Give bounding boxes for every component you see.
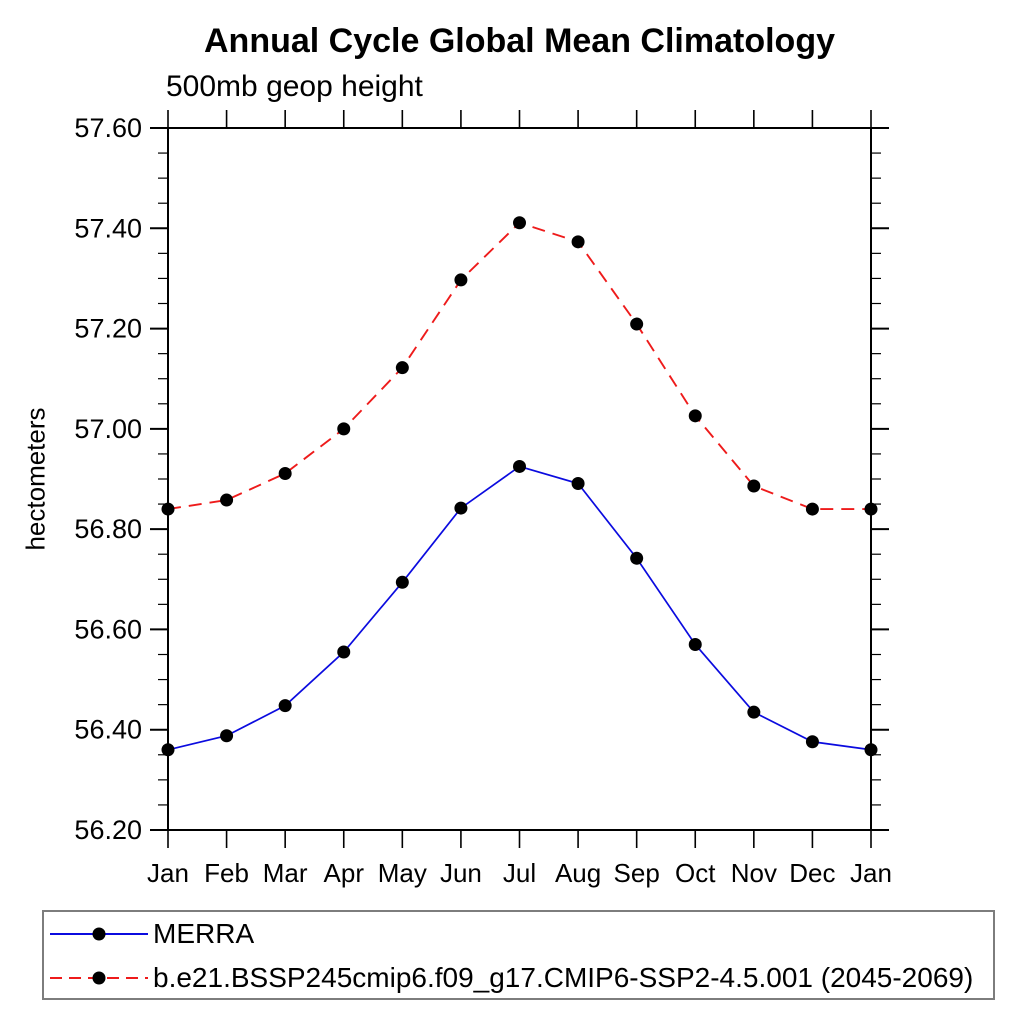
y-tick-label: 57.00 — [74, 414, 142, 444]
data-point-s1 — [454, 273, 468, 287]
y-tick-label: 56.60 — [74, 614, 142, 644]
y-axis-title: hectometers — [20, 407, 51, 551]
x-tick-label: Dec — [789, 858, 835, 888]
legend-line-sample-merra — [50, 927, 148, 941]
legend-marker-icon — [92, 971, 106, 985]
x-tick-label: Apr — [324, 858, 365, 888]
data-point-s0 — [513, 459, 526, 473]
data-point-s1 — [630, 317, 644, 331]
x-tick-label: Feb — [204, 858, 249, 888]
data-point-s0 — [278, 699, 292, 713]
data-point-s1 — [864, 502, 878, 516]
series-line-0 — [167, 465, 872, 751]
data-point-s1 — [395, 361, 409, 375]
y-tick-label: 56.40 — [74, 715, 142, 745]
data-point-s1 — [747, 479, 761, 493]
data-point-s0 — [805, 735, 819, 749]
y-tick-label: 57.20 — [74, 314, 142, 344]
legend-line-sample-model — [50, 971, 148, 985]
data-point-s0 — [747, 705, 761, 719]
legend-box: MERRA b.e21.BSSP245cmip6.f09_g17.CMIP6-S… — [42, 910, 995, 1000]
data-point-s0 — [395, 575, 409, 589]
data-point-s1 — [337, 422, 351, 436]
data-point-s1 — [571, 235, 585, 249]
data-point-s0 — [161, 743, 175, 757]
x-tick-label: Jul — [503, 858, 536, 888]
legend-label-merra: MERRA — [153, 918, 255, 949]
data-point-s0 — [630, 551, 644, 565]
y-tick-label: 56.80 — [74, 514, 142, 544]
data-point-s0 — [220, 729, 234, 743]
y-tick-label: 57.60 — [74, 113, 142, 143]
data-point-s1 — [220, 493, 234, 507]
data-point-s0 — [571, 477, 585, 491]
data-point-s0 — [864, 743, 878, 757]
x-tick-label: Nov — [731, 858, 777, 888]
legend-label-model: b.e21.BSSP245cmip6.f09_g17.CMIP6-SSP2-4.… — [153, 962, 974, 993]
data-point-s1 — [161, 502, 175, 516]
data-point-s1 — [278, 466, 292, 480]
y-tick-label: 56.20 — [74, 815, 142, 845]
data-point-s1 — [805, 502, 819, 516]
data-point-s0 — [688, 637, 702, 651]
x-tick-label: Mar — [263, 858, 308, 888]
x-tick-label: Oct — [675, 858, 716, 888]
y-tick-label: 57.40 — [74, 213, 142, 243]
legend-marker-icon — [92, 927, 106, 941]
legend-item-model: b.e21.BSSP245cmip6.f09_g17.CMIP6-SSP2-4.… — [49, 960, 973, 996]
data-point-s1 — [513, 216, 526, 230]
x-tick-label: May — [378, 858, 427, 888]
data-point-s0 — [337, 645, 351, 659]
data-point-s1 — [688, 409, 702, 423]
x-tick-label: Aug — [555, 858, 601, 888]
chart-subtitle: 500mb geop height — [166, 70, 423, 103]
x-tick-label: Jun — [440, 858, 482, 888]
chart-title: Annual Cycle Global Mean Climatology — [204, 22, 835, 60]
x-tick-label: Sep — [614, 858, 660, 888]
x-tick-label: Jan — [850, 858, 892, 888]
x-tick-label: Jan — [147, 858, 189, 888]
data-point-s0 — [454, 501, 468, 515]
legend-item-merra: MERRA — [49, 916, 254, 952]
